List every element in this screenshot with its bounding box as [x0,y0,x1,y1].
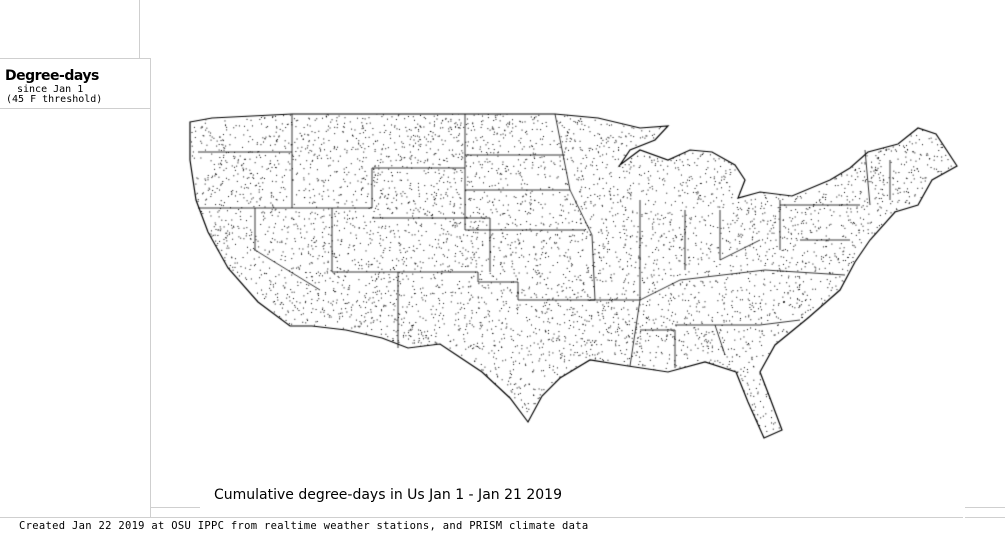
frame-line [150,507,200,508]
frame-line [965,517,1005,518]
credit-line: Created Jan 22 2019 at OSU IPPC from rea… [19,520,589,532]
legend-subtitle: since Jan 1 [17,84,84,95]
frame-line [139,0,140,58]
frame-line [0,58,151,59]
map-title: Cumulative degree-days in Us Jan 1 - Jan… [214,487,562,503]
frame-line [965,507,1005,508]
legend-threshold: (45 F threshold) [6,94,103,105]
legend-title: Degree-days [5,68,99,84]
frame-line [0,517,963,518]
frame-line [0,108,150,109]
frame-line [150,58,151,517]
